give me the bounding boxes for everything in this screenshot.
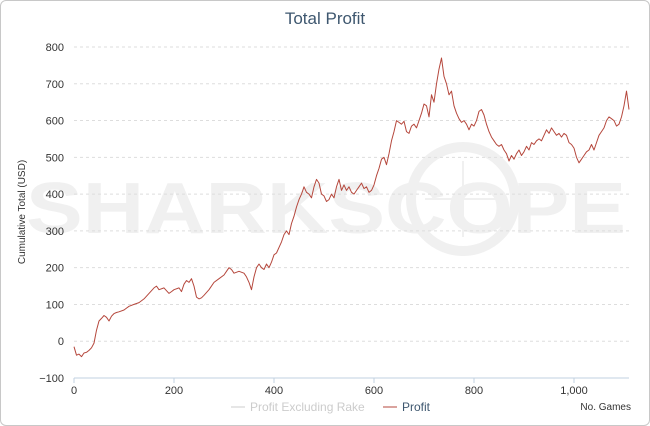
y-axis-label: Cumulative Total (USD)	[17, 160, 28, 264]
watermark-text: SHARKSCOPE	[26, 169, 626, 249]
series-line-profit	[73, 57, 630, 358]
y-tick-label: −100	[39, 373, 64, 385]
y-tick-label: 300	[46, 226, 64, 238]
y-tick-label: 200	[46, 263, 64, 275]
y-tick-label: 800	[46, 42, 64, 54]
legend: Profit Excluding Rake Profit	[231, 400, 431, 414]
watermark: SHARKSCOPE	[26, 142, 626, 256]
x-tick-label: 800	[465, 385, 483, 397]
legend-item[interactable]: Profit Excluding Rake	[250, 400, 365, 414]
y-tick-label: 400	[46, 189, 64, 201]
y-tick-label: 600	[46, 116, 64, 128]
series	[73, 57, 630, 358]
x-axis-ticks: 0 200 400 600 800 1,000	[71, 378, 588, 397]
x-axis-label: No. Games	[580, 402, 631, 413]
x-tick-label: 200	[165, 385, 183, 397]
grid	[74, 46, 629, 379]
y-tick-label: 700	[46, 79, 64, 91]
y-tick-label: 500	[46, 152, 64, 164]
x-tick-label: 400	[265, 385, 283, 397]
x-tick-label: 1,000	[560, 385, 588, 397]
y-tick-label: 100	[46, 299, 64, 311]
y-axis-ticks: −100 0 100 200 300 400 500 600 700 800	[39, 42, 64, 385]
chart-title: Total Profit	[284, 9, 366, 28]
y-tick-label: 0	[58, 336, 64, 348]
crosshair-icon	[406, 142, 520, 256]
legend-item[interactable]: Profit	[402, 400, 431, 414]
x-tick-label: 600	[365, 385, 383, 397]
x-tick-label: 0	[71, 385, 77, 397]
